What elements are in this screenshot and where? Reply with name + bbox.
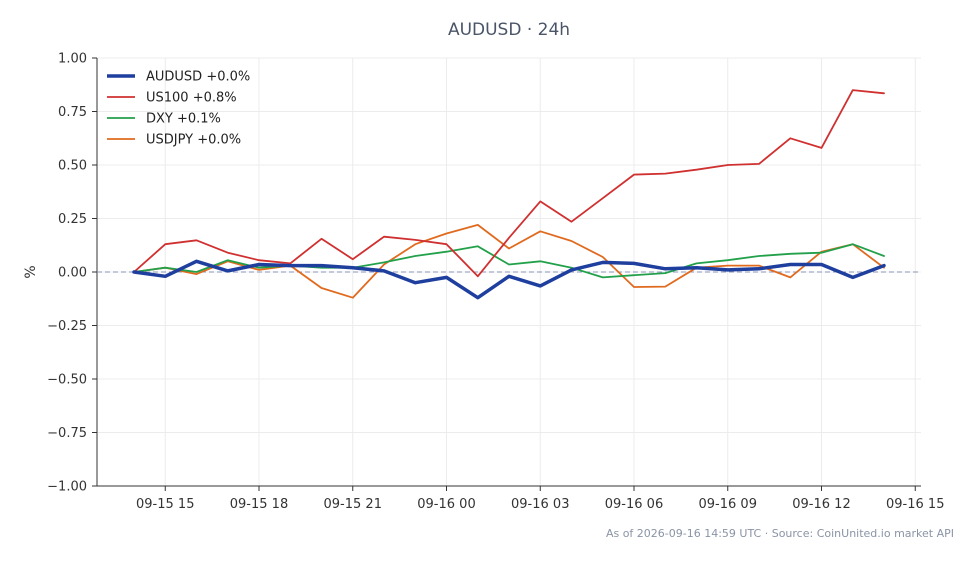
legend: AUDUSD +0.0% US100 +0.8% DXY +0.1% USDJPY +… bbox=[107, 70, 250, 148]
legend-label: AUDUSD +0.0% bbox=[146, 70, 250, 85]
y-tick-label: 0.00 bbox=[58, 266, 87, 281]
y-tick-label: 0.75 bbox=[58, 105, 87, 120]
x-tick-label: 09-16 00 bbox=[417, 497, 475, 512]
series-lines bbox=[132, 89, 886, 300]
x-tick-label: 09-16 12 bbox=[792, 497, 850, 512]
y-tick-label: 1.00 bbox=[58, 52, 87, 67]
y-axis-ticks: 1.00 0.75 0.50 0.25 0.00 −0.25 −0.50 −0.75 −1.00 bbox=[47, 52, 97, 495]
legend-label: US100 +0.8% bbox=[146, 91, 237, 106]
x-tick-label: 09-16 09 bbox=[699, 497, 757, 512]
x-tick-label: 09-15 15 bbox=[136, 497, 194, 512]
source-footer: As of 2026-09-16 14:59 UTC · Source: Coi… bbox=[605, 527, 954, 540]
x-axis-ticks: 09-15 15 09-15 18 09-15 21 09-16 00 09-16 03… bbox=[136, 486, 944, 512]
y-axis-label: % bbox=[23, 265, 39, 278]
x-tick-label: 09-15 18 bbox=[230, 497, 288, 512]
y-tick-label: −0.50 bbox=[47, 373, 87, 388]
y-tick-label: 0.25 bbox=[58, 212, 87, 227]
series-line-usdjpy bbox=[133, 223, 885, 299]
y-tick-label: −1.00 bbox=[47, 480, 87, 495]
series-line-audusd bbox=[132, 259, 886, 300]
x-tick-label: 09-16 06 bbox=[605, 497, 663, 512]
x-tick-label: 09-16 15 bbox=[886, 497, 944, 512]
y-tick-label: 0.50 bbox=[58, 159, 87, 174]
series-line-dxy bbox=[133, 243, 885, 279]
legend-label: USDJPY +0.0% bbox=[146, 133, 241, 148]
chart-title: AUDUSD · 24h bbox=[447, 20, 571, 40]
x-tick-label: 09-15 21 bbox=[324, 497, 382, 512]
legend-label: DXY +0.1% bbox=[146, 112, 221, 127]
series-line-us100 bbox=[133, 89, 885, 278]
y-tick-label: −0.25 bbox=[47, 319, 87, 334]
x-tick-label: 09-16 03 bbox=[511, 497, 569, 512]
y-tick-label: −0.75 bbox=[47, 426, 87, 441]
